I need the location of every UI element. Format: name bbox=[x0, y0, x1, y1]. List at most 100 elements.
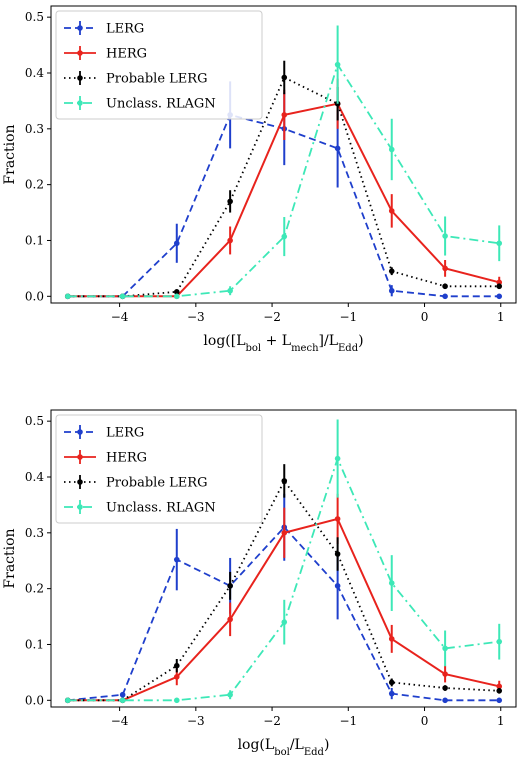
series-unclass-rlagn bbox=[64, 419, 503, 704]
data-point bbox=[281, 619, 288, 625]
legend-label: Unclass. RLAGN bbox=[106, 501, 216, 516]
y-tick-label: 0.5 bbox=[25, 414, 44, 428]
legend-marker bbox=[77, 75, 83, 81]
y-tick-label: 0.4 bbox=[25, 470, 44, 484]
x-tick-label: 1 bbox=[497, 714, 505, 728]
y-axis-label: Fraction bbox=[2, 528, 18, 588]
data-point bbox=[281, 112, 288, 118]
data-point bbox=[388, 679, 395, 686]
legend-label: HERG bbox=[106, 47, 147, 62]
data-point bbox=[388, 287, 395, 294]
y-axis-label: Fraction bbox=[2, 124, 18, 184]
x-tick-label: 0 bbox=[421, 310, 429, 324]
data-point bbox=[227, 237, 233, 244]
legend-label: Unclass. RLAGN bbox=[106, 97, 216, 112]
y-tick-label: 0.0 bbox=[25, 289, 44, 303]
data-point bbox=[496, 688, 503, 694]
y-tick-label: 0.2 bbox=[25, 178, 44, 192]
data-point bbox=[496, 293, 503, 300]
data-point bbox=[227, 616, 233, 623]
data-point bbox=[442, 685, 448, 691]
data-point bbox=[334, 551, 341, 557]
data-point bbox=[334, 516, 341, 522]
data-point bbox=[442, 697, 448, 704]
legend-marker bbox=[77, 479, 83, 485]
legend-marker bbox=[77, 504, 83, 510]
data-point bbox=[496, 697, 503, 704]
x-tick-label: −1 bbox=[339, 310, 357, 324]
data-point bbox=[334, 583, 341, 589]
x-tick-label: 1 bbox=[497, 310, 505, 324]
data-point bbox=[442, 283, 448, 290]
legend-label: LERG bbox=[106, 426, 144, 441]
data-point bbox=[442, 671, 448, 677]
data-point bbox=[388, 268, 395, 274]
legend-label: HERG bbox=[106, 451, 147, 466]
y-tick-label: 0.0 bbox=[25, 693, 44, 707]
x-tick-label: −1 bbox=[339, 714, 357, 728]
data-point bbox=[119, 293, 126, 300]
chart-2: −4 −3 −2 −1 0 1 0.0 0.1 0.2 0.3 0.4 0.5 Fraction log(… bbox=[2, 409, 517, 758]
data-point bbox=[227, 691, 233, 698]
legend: LERG HERG Probable LERG Unclass. RLAGN bbox=[55, 414, 263, 524]
data-point bbox=[496, 638, 503, 645]
legend-box bbox=[55, 10, 263, 120]
data-point bbox=[173, 697, 180, 704]
data-point bbox=[64, 697, 71, 704]
plot-frame bbox=[50, 5, 517, 304]
y-tick-label: 0.3 bbox=[25, 526, 44, 540]
data-point bbox=[334, 61, 341, 68]
x-tick-label: −3 bbox=[187, 714, 205, 728]
y-tick-label: 0.1 bbox=[25, 233, 44, 247]
series-herg bbox=[64, 493, 503, 704]
x-axis-label: log([Lbol + Lmech]/LEdd) bbox=[203, 333, 363, 354]
y-tick-label: 0.1 bbox=[25, 637, 44, 651]
legend: LERG HERG Probable LERG Unclass. RLAGN bbox=[55, 10, 263, 120]
legend-box bbox=[55, 414, 263, 524]
legend-label: Probable LERG bbox=[106, 72, 207, 87]
legend-marker bbox=[77, 50, 83, 56]
data-point bbox=[281, 478, 288, 484]
series-unclass-rlagn bbox=[64, 25, 503, 300]
data-point bbox=[388, 690, 395, 697]
data-point bbox=[496, 240, 503, 247]
x-tick-label: 0 bbox=[421, 714, 429, 728]
data-point bbox=[496, 683, 503, 690]
data-point bbox=[64, 293, 71, 300]
data-point bbox=[281, 233, 288, 240]
x-axis-label: log(Lbol/LEdd) bbox=[238, 737, 330, 758]
data-point bbox=[281, 74, 288, 81]
data-point bbox=[227, 583, 233, 589]
y-tick-label: 0.5 bbox=[25, 10, 44, 24]
data-point bbox=[442, 645, 448, 652]
data-point bbox=[496, 279, 503, 286]
y-tick-label: 0.3 bbox=[25, 122, 44, 136]
legend-marker bbox=[77, 454, 83, 460]
data-point bbox=[388, 636, 395, 642]
data-point bbox=[388, 208, 395, 214]
data-point bbox=[334, 145, 341, 152]
legend-marker bbox=[77, 429, 83, 435]
x-tick-label: −2 bbox=[263, 310, 281, 324]
data-point bbox=[173, 293, 180, 300]
y-tick-label: 0.2 bbox=[25, 582, 44, 596]
data-point bbox=[227, 198, 233, 205]
x-tick-label: −4 bbox=[111, 714, 129, 728]
data-point bbox=[119, 697, 126, 704]
data-point bbox=[173, 556, 180, 563]
data-point bbox=[442, 233, 448, 239]
data-point bbox=[173, 240, 180, 247]
data-point bbox=[281, 530, 288, 536]
legend-label: LERG bbox=[106, 22, 144, 37]
data-point bbox=[388, 146, 395, 153]
data-point bbox=[388, 580, 395, 586]
data-point bbox=[119, 691, 126, 698]
data-point bbox=[334, 455, 341, 462]
y-tick-label: 0.4 bbox=[25, 66, 44, 80]
data-point bbox=[173, 674, 180, 680]
data-point bbox=[227, 287, 233, 294]
legend-marker bbox=[77, 25, 83, 31]
plot-frame bbox=[50, 409, 517, 708]
data-point bbox=[496, 283, 503, 290]
